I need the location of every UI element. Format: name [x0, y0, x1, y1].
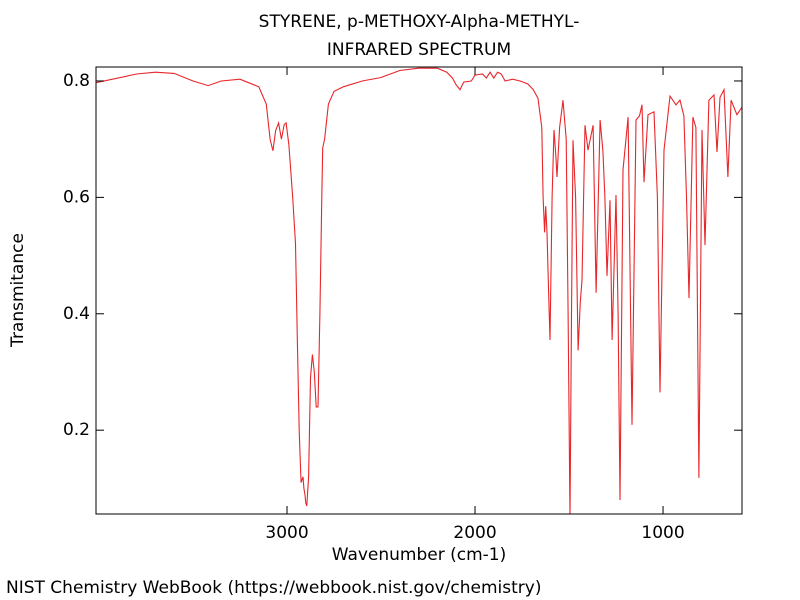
y-tick-label: 0.8 — [63, 71, 90, 91]
y-tick-label: 0.4 — [63, 304, 90, 324]
y-tick-label: 0.2 — [63, 420, 90, 440]
chart-subtitle: INFRARED SPECTRUM — [327, 40, 511, 60]
y-axis-label: Transmitance — [8, 233, 28, 348]
y-tick-label: 0.6 — [63, 187, 90, 207]
x-tick-label: 3000 — [265, 523, 308, 543]
x-axis-label: Wavenumber (cm-1) — [332, 545, 507, 565]
source-note: NIST Chemistry WebBook (https://webbook.… — [6, 578, 541, 598]
x-tick-label: 2000 — [453, 523, 496, 543]
plot-frame — [95, 66, 743, 515]
chart-title: STYRENE, p-METHOXY-Alpha-METHYL- — [259, 12, 580, 32]
plot-area — [96, 67, 742, 514]
spectrum-line — [96, 67, 742, 514]
x-tick-label: 1000 — [641, 523, 684, 543]
